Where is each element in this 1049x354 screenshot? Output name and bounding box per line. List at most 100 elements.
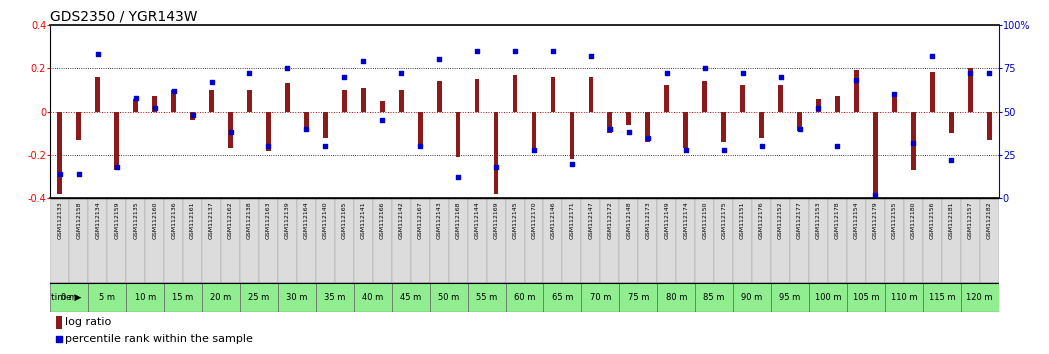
Text: GSM112179: GSM112179 [873,202,878,239]
Text: GSM112163: GSM112163 [266,202,271,239]
Bar [885,198,904,283]
Text: GSM112155: GSM112155 [892,202,897,239]
Bar [487,198,506,283]
Text: GSM112173: GSM112173 [645,202,650,239]
Point [260,143,277,149]
Point [108,164,125,170]
Bar [714,198,733,283]
Bar [581,283,619,312]
Bar [411,198,430,283]
Bar [418,112,423,148]
Point [866,192,883,198]
Text: GSM112139: GSM112139 [285,202,290,239]
Bar [816,98,821,112]
Text: 25 m: 25 m [249,293,270,302]
Bar [316,198,335,283]
Text: GSM112159: GSM112159 [114,202,120,239]
Bar [658,283,695,312]
Bar [619,198,638,283]
Text: GSM112137: GSM112137 [209,202,214,239]
Text: 120 m: 120 m [966,293,993,302]
Bar [892,94,897,112]
Bar [58,112,62,194]
Text: GSM112146: GSM112146 [551,202,556,239]
Text: GSM112180: GSM112180 [911,202,916,239]
Bar [107,198,126,283]
Bar [449,198,468,283]
Bar [961,198,980,283]
Text: GSM112175: GSM112175 [721,202,726,239]
Text: GSM112141: GSM112141 [361,202,366,239]
Bar [695,283,733,312]
Text: 30 m: 30 m [286,293,307,302]
Point [943,157,960,163]
Text: GSM112168: GSM112168 [455,202,461,239]
Bar [278,283,316,312]
Text: log ratio: log ratio [65,317,111,327]
Point [469,48,486,53]
Bar [455,112,461,157]
Bar [570,112,574,159]
Bar [335,198,354,283]
Text: GSM112165: GSM112165 [342,202,347,239]
Text: 60 m: 60 m [514,293,535,302]
Bar [600,198,619,283]
Bar [733,198,752,283]
Point [753,143,770,149]
Bar [854,70,859,112]
Bar [190,112,195,120]
Text: 110 m: 110 m [891,293,917,302]
Point [241,70,258,76]
Bar [722,112,726,142]
Bar [771,283,809,312]
Point [544,48,561,53]
Bar [202,198,221,283]
Point [431,57,448,62]
Bar [987,112,991,140]
Bar [354,198,372,283]
Text: GSM112181: GSM112181 [948,202,954,239]
Bar [50,283,88,312]
Text: 90 m: 90 m [742,293,763,302]
Text: GSM112148: GSM112148 [626,202,631,239]
Bar [873,112,878,202]
Text: GSM112143: GSM112143 [436,202,442,239]
Point [829,143,845,149]
Bar [968,68,972,112]
Text: 65 m: 65 m [552,293,573,302]
Bar [923,283,961,312]
Text: GSM112142: GSM112142 [399,202,404,239]
Text: GSM112167: GSM112167 [418,202,423,239]
Bar [221,198,240,283]
Text: GDS2350 / YGR143W: GDS2350 / YGR143W [50,10,198,24]
Text: GSM112133: GSM112133 [58,202,62,239]
Bar [562,198,581,283]
Bar [847,283,885,312]
Bar [885,283,923,312]
Bar [923,198,942,283]
Text: GSM112144: GSM112144 [474,202,479,239]
Text: GSM112166: GSM112166 [380,202,385,239]
Bar [391,198,411,283]
Bar [152,96,157,112]
Bar [942,198,961,283]
Bar [638,198,658,283]
Text: GSM112158: GSM112158 [77,202,82,239]
Bar [733,283,771,312]
Bar [240,198,259,283]
Bar [658,198,677,283]
Bar [266,112,271,150]
Bar [436,81,442,112]
Bar [56,316,62,329]
Point [734,70,751,76]
Point [848,78,864,83]
Point [127,95,144,101]
Bar [809,283,847,312]
Bar [133,98,138,112]
Bar [929,73,935,112]
Text: 100 m: 100 m [815,293,841,302]
Text: GSM112176: GSM112176 [759,202,764,239]
Bar [126,198,145,283]
Bar [949,112,954,133]
Bar [494,112,498,194]
